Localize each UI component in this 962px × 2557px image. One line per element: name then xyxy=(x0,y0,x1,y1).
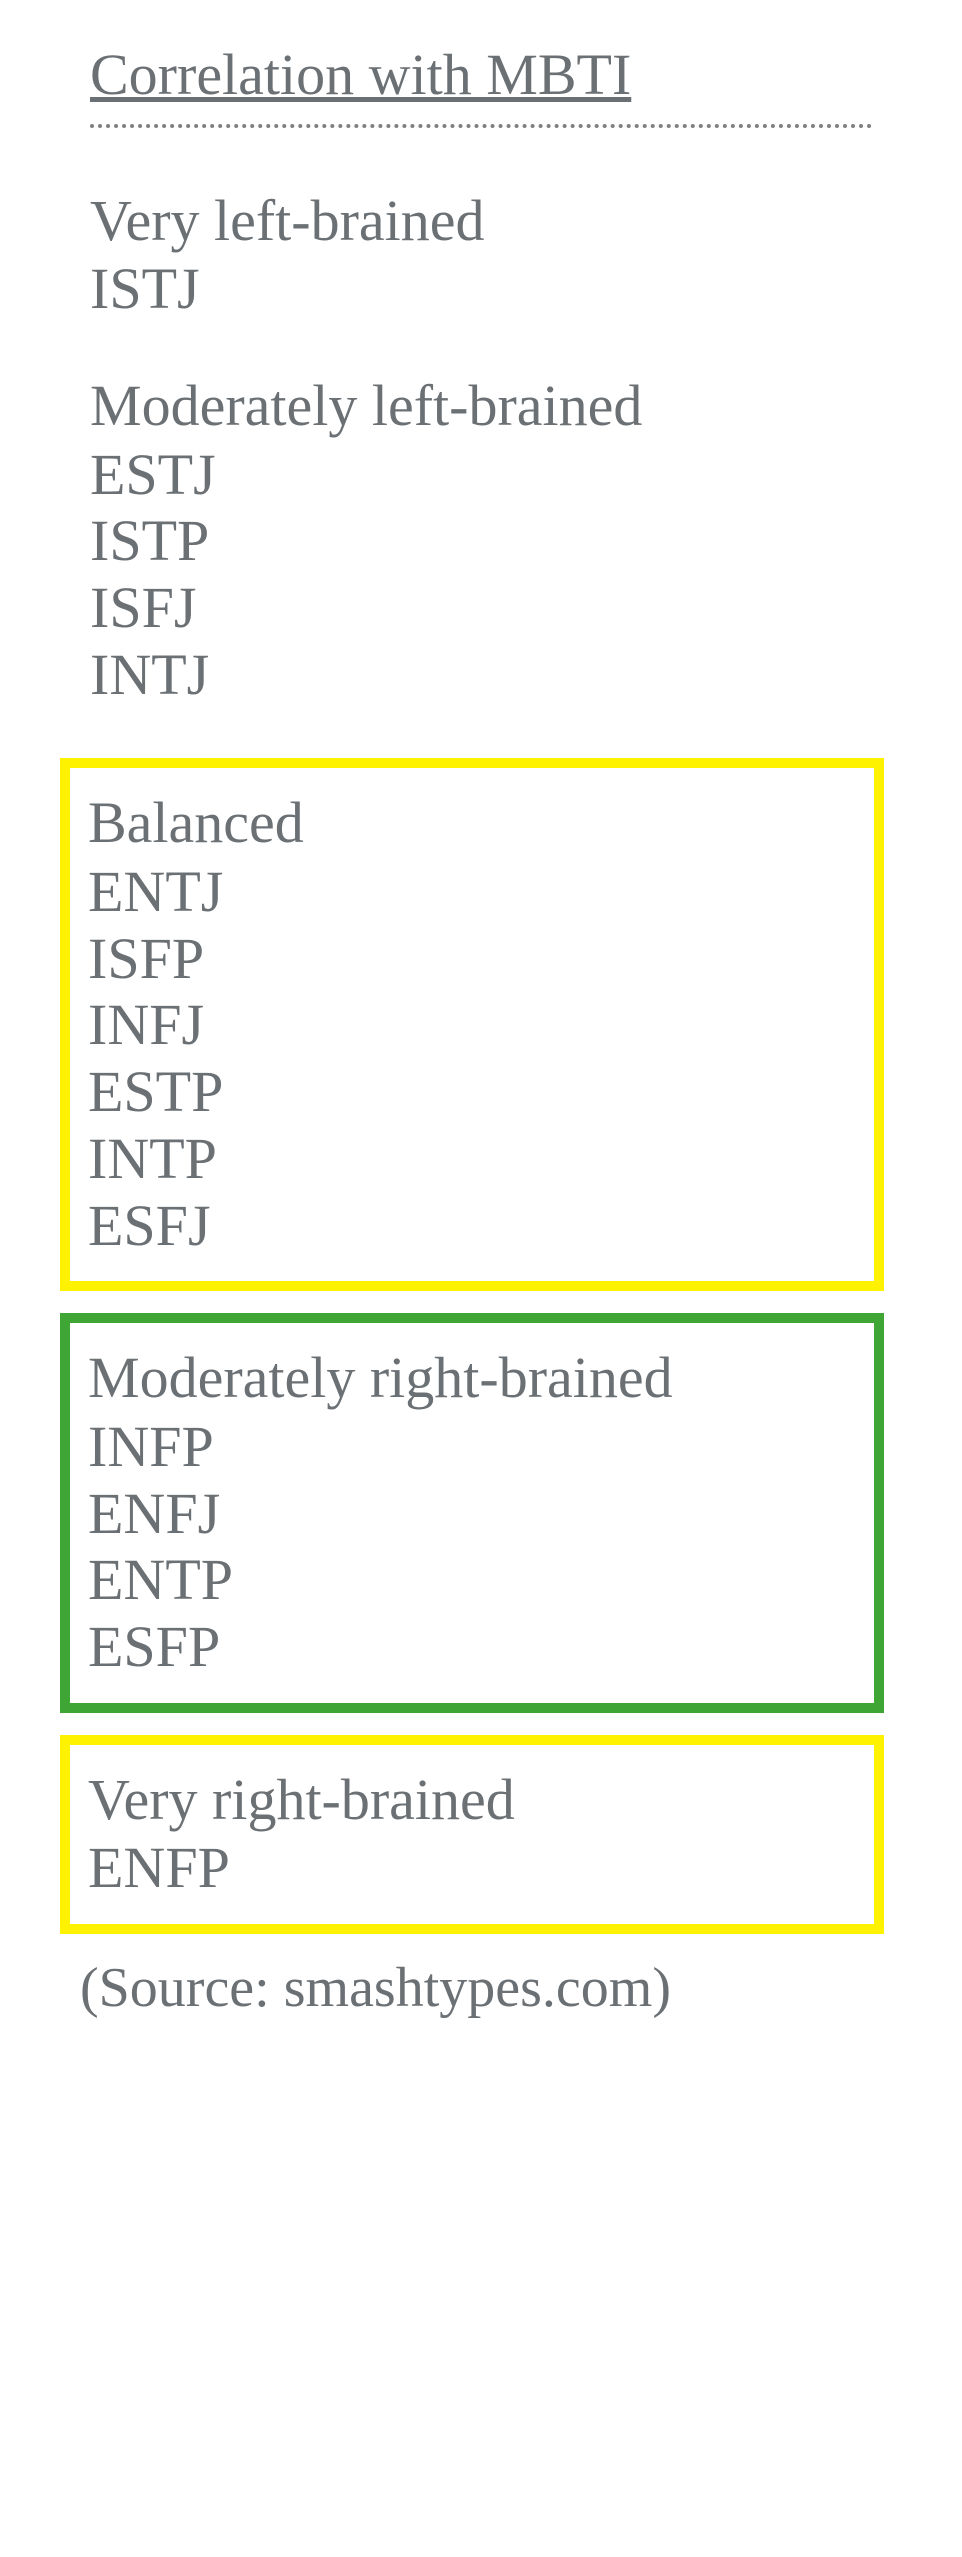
mbti-type: ESFJ xyxy=(88,1193,856,1260)
group: BalancedENTJISFPINFJESTPINTPESFJ xyxy=(60,758,884,1291)
mbti-type: ISTP xyxy=(90,508,872,575)
mbti-type: ISFP xyxy=(88,926,856,993)
mbti-type: ESTJ xyxy=(90,442,872,509)
group-label: Very left-brained xyxy=(90,188,872,255)
mbti-type: ESFP xyxy=(88,1614,856,1681)
group: Very right-brainedENFP xyxy=(60,1735,884,1934)
mbti-type: INFP xyxy=(88,1414,856,1481)
mbti-type: INFJ xyxy=(88,992,856,1059)
source-text: (Source: smashtypes.com) xyxy=(80,1956,872,2020)
mbti-type: ESTP xyxy=(88,1059,856,1126)
page-title: Correlation with MBTI xyxy=(90,40,872,128)
mbti-type: INTP xyxy=(88,1126,856,1193)
groups-container: Very left-brainedISTJ Moderately left-bra… xyxy=(90,188,872,1934)
group: Moderately right-brainedINFPENFJENTPESFP xyxy=(60,1313,884,1712)
mbti-type: ENTJ xyxy=(88,859,856,926)
mbti-type: ENTP xyxy=(88,1547,856,1614)
mbti-type: ENFJ xyxy=(88,1481,856,1548)
mbti-type: INTJ xyxy=(90,642,872,709)
mbti-type: ISTJ xyxy=(90,256,872,323)
mbti-type: ISFJ xyxy=(90,575,872,642)
group-label: Moderately left-brained xyxy=(90,373,872,440)
group: Moderately left-brainedESTJISTPISFJINTJ xyxy=(90,373,872,708)
group-label: Balanced xyxy=(88,790,856,857)
group: Very left-brainedISTJ xyxy=(90,188,872,323)
group-label: Very right-brained xyxy=(88,1767,856,1834)
group-label: Moderately right-brained xyxy=(88,1345,856,1412)
mbti-type: ENFP xyxy=(88,1835,856,1902)
